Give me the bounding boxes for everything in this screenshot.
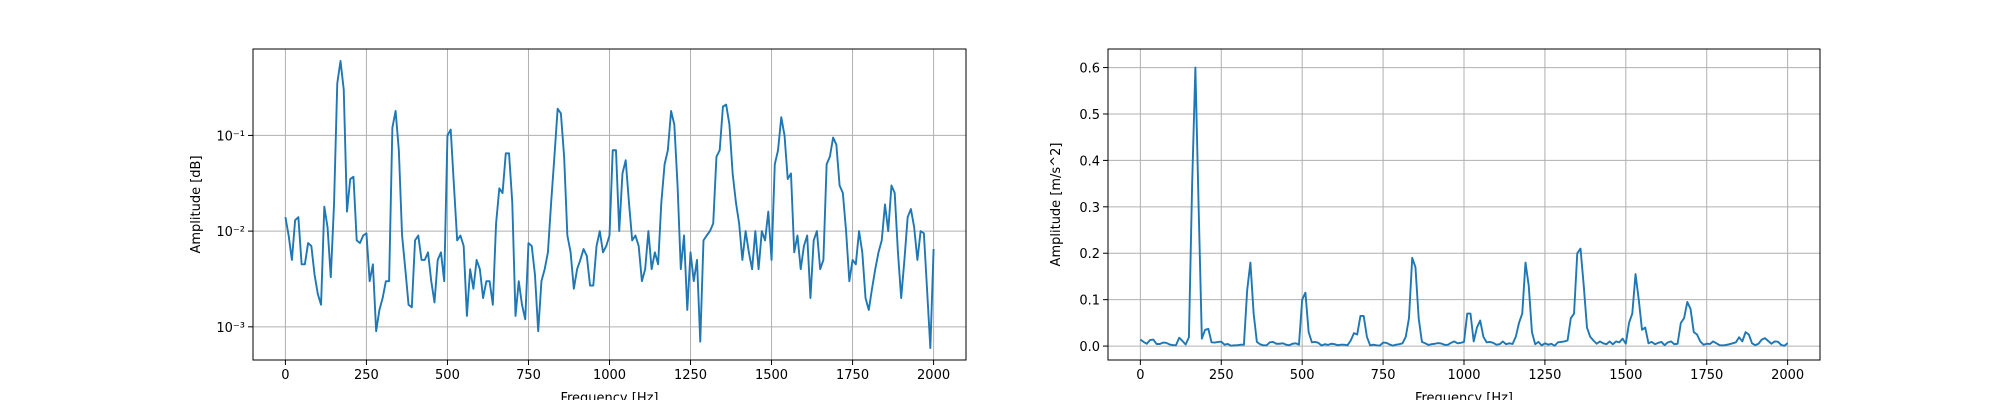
y-tick-label: 0.1: [1079, 294, 1100, 309]
x-tick-label: 1000: [593, 368, 626, 383]
x-tick-label: 1500: [1609, 368, 1642, 383]
y-tick-label: 0.5: [1079, 108, 1100, 123]
y-tick-label: 10⁻³: [216, 321, 245, 336]
x-axis-label: Frequency [Hz]: [1415, 391, 1513, 400]
y-tick-label: 10⁻²: [216, 225, 245, 240]
x-tick-label: 250: [1209, 368, 1234, 383]
y-tick-label: 0.6: [1079, 62, 1100, 77]
x-tick-label: 250: [354, 368, 379, 383]
x-tick-label: 1000: [1447, 368, 1480, 383]
x-tick-label: 500: [435, 368, 460, 383]
x-tick-label: 1750: [1690, 368, 1723, 383]
x-tick-label: 1750: [836, 368, 869, 383]
x-tick-label: 1250: [1528, 368, 1561, 383]
x-tick-label: 1500: [755, 368, 788, 383]
line: [1139, 66, 1789, 347]
x-tick-label: 750: [516, 368, 541, 383]
y-axis-label: Amplitude [dB]: [189, 155, 204, 253]
axes-frame: [252, 48, 967, 361]
x-tick-label: 500: [1290, 368, 1315, 383]
x-tick-label: 1250: [674, 368, 707, 383]
y-axis-label: Amplitude [m/s^2]: [1049, 143, 1064, 267]
y-tick-label: 0.0: [1079, 340, 1100, 355]
x-tick-label: 750: [1371, 368, 1396, 383]
axes-frame: [1107, 48, 1821, 361]
x-tick-label: 2000: [917, 368, 950, 383]
y-tick-label: 0.4: [1079, 154, 1100, 169]
y-tick-label: 0.3: [1079, 201, 1100, 216]
x-axis-label: Frequency [Hz]: [560, 391, 658, 400]
line: [284, 60, 935, 349]
x-tick-label: 0: [1136, 368, 1144, 383]
y-tick-label: 0.2: [1079, 247, 1100, 262]
x-tick-label: 2000: [1771, 368, 1804, 383]
y-tick-label: 10⁻¹: [216, 129, 245, 144]
x-tick-label: 0: [281, 368, 289, 383]
